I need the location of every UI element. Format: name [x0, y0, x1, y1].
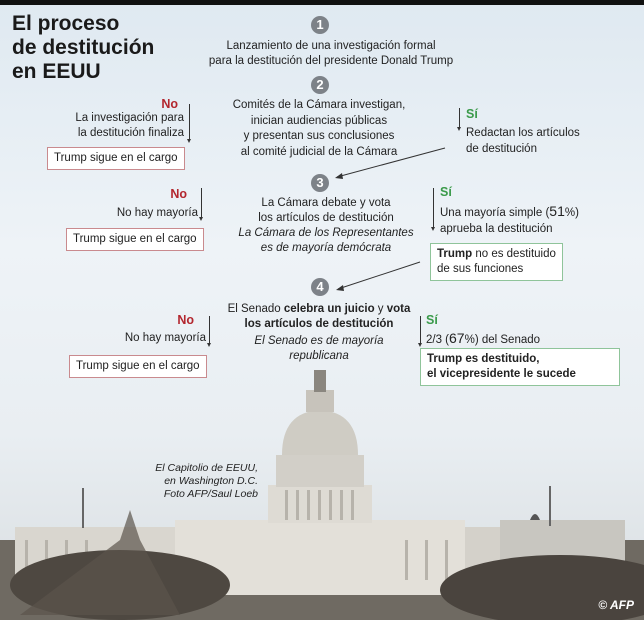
text-line: La investigación para: [75, 112, 184, 124]
text-line: Comités de la Cámara investigan,: [232, 99, 406, 111]
step-2-text: Comités de la Cámara investigan, inician…: [233, 98, 406, 160]
title-line: de destitución: [12, 36, 155, 59]
step-2-number: 2: [311, 76, 329, 94]
arrow-down-icon: [207, 316, 211, 347]
step-3-number: 3: [311, 174, 329, 192]
title-line: El proceso: [12, 12, 120, 35]
text: y: [374, 303, 387, 315]
text-line: los artículos de destitución: [258, 212, 394, 224]
text-line: el vicepresidente le sucede: [427, 368, 576, 380]
caption-line: en Washington D.C.: [164, 475, 258, 487]
text: Una mayoría simple (: [440, 207, 550, 219]
step-4-no-label: No: [177, 313, 194, 327]
step-4-yes-text: 2/3 (67%) del Senado: [426, 331, 540, 348]
text-line: La Cámara debate y vota: [261, 197, 391, 209]
step-3-yes-text: Una mayoría simple (51%) aprueba la dest…: [440, 203, 579, 237]
note-line: El Senado es de mayoría: [254, 335, 384, 347]
text-line: y presentan sus conclusiones: [243, 130, 395, 142]
step-4-no-text: No hay mayoría: [124, 332, 206, 344]
text: Trump: [437, 248, 473, 260]
step-1-text: Lanzamiento de una investigación formal …: [209, 39, 453, 69]
text-line: de sus funciones: [437, 263, 524, 275]
text-line: inician audiencias públicas: [250, 114, 388, 127]
step-4-yes-label: Sí: [426, 313, 438, 327]
text-line: la destitución finaliza: [77, 127, 184, 139]
text: vota: [386, 303, 411, 315]
text: no es destituido: [472, 248, 556, 260]
percent-value: 51: [549, 203, 565, 219]
text: El Senado: [227, 303, 284, 315]
step-3-no-label: No: [170, 187, 187, 201]
step-1-number: 1: [311, 16, 329, 34]
percent-value: 67: [449, 330, 465, 346]
text-line: de destitución: [466, 142, 537, 155]
step-4-number: 4: [311, 278, 329, 296]
arrow-down-icon: [199, 188, 203, 221]
text-line: Redactan los artículos: [466, 127, 580, 139]
caption-line: El Capitolio de EEUU,: [155, 462, 258, 474]
step-4-text: El Senado celebra un juicio y vota los a…: [228, 302, 411, 364]
step-2-no-label: No: [161, 97, 178, 111]
step-3-no-text: No hay mayoría: [116, 207, 198, 219]
step-2-yes-text: Redactan los artículos de destitución: [466, 126, 580, 157]
step-3-text: La Cámara debate y vota los artículos de…: [238, 196, 413, 256]
note-line: La Cámara de los Representantes: [238, 227, 414, 239]
text-line: Lanzamiento de una investigación formal: [226, 40, 436, 52]
step-4-no-result: Trump sigue en el cargo: [69, 355, 207, 378]
text-line: para la destitución del presidente Donal…: [208, 55, 454, 67]
step-3-no-result: Trump sigue en el cargo: [66, 228, 204, 251]
text-line: al comité judicial de la Cámara: [240, 145, 398, 158]
arrow-down-icon: [431, 188, 435, 231]
caption-line: Foto AFP/Saul Loeb: [163, 488, 258, 500]
text: %) del Senado: [464, 334, 541, 346]
title-line: en EEUU: [12, 60, 101, 83]
step-2-no-text: La investigación para la destitución fin…: [75, 111, 184, 141]
step-3-yes-result: Trump no es destituido de sus funciones: [430, 243, 563, 281]
step-4-yes-result: Trump es destituido, el vicepresidente l…: [420, 348, 620, 386]
text: 2/3 (: [426, 334, 450, 346]
afp-logo: © AFP: [598, 598, 634, 612]
text-line: los artículos de destitución: [244, 318, 394, 330]
arrow-down-icon: [457, 108, 461, 131]
text-line: Trump es destituido,: [427, 353, 540, 365]
top-bar: [0, 0, 644, 5]
page-title: El proceso de destitución en EEUU: [12, 12, 154, 84]
text: celebra un juicio: [283, 303, 375, 315]
note-line: republicana: [289, 350, 349, 362]
note-line: es de mayoría demócrata: [260, 242, 392, 254]
text-line: aprueba la destitución: [440, 223, 553, 235]
photo-caption: El Capitolio de EEUU, en Washington D.C.…: [155, 462, 258, 501]
arrow-down-icon: [187, 104, 191, 143]
step-2-yes-label: Sí: [466, 107, 478, 121]
step-2-no-result: Trump sigue en el cargo: [47, 147, 185, 170]
step-3-yes-label: Sí: [440, 185, 452, 199]
text: %): [564, 207, 579, 219]
arrow-down-icon: [418, 316, 422, 347]
